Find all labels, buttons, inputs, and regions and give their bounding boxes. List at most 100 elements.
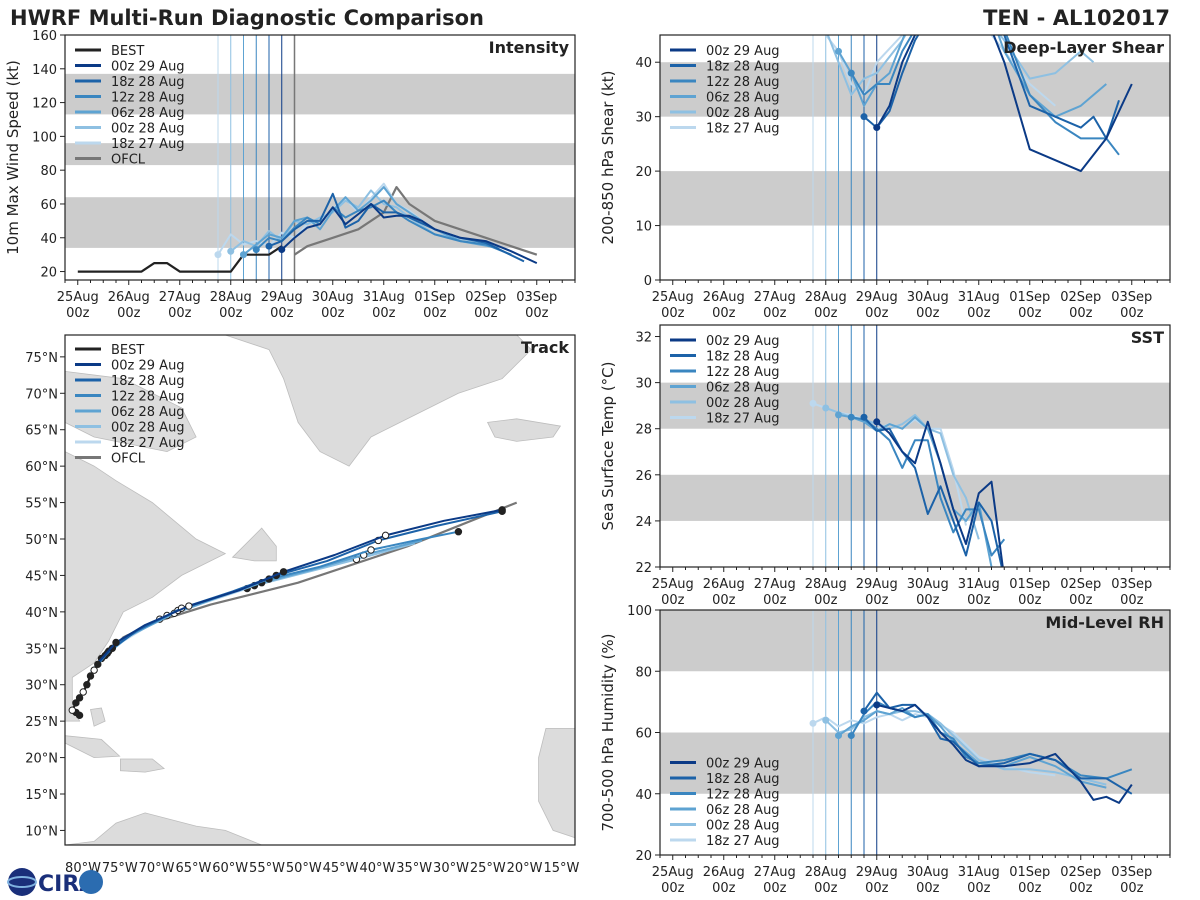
track-position-marker: [381, 531, 390, 540]
land-south-america: [65, 812, 262, 845]
x-tick-hour: 00z: [865, 306, 889, 321]
legend-label: 00z 28 Aug: [706, 106, 780, 121]
x-tick-hour: 00z: [967, 881, 991, 896]
lat-tick-label: 75°N: [25, 351, 58, 366]
track-position-marker: [185, 602, 193, 610]
y-tick-label: 0: [644, 274, 652, 289]
run-init-point-5: [810, 4, 817, 11]
x-tick-hour: 00z: [372, 306, 396, 321]
x-tick-hour: 00z: [270, 306, 294, 321]
best-line: [77, 245, 283, 273]
best-track-marker: [94, 660, 102, 669]
legend-label: 18z 27 Aug: [111, 436, 185, 451]
x-tick-date: 31Aug: [958, 577, 1000, 592]
lat-tick-label: 25°N: [25, 715, 58, 730]
legend-label: 06z 28 Aug: [706, 803, 780, 818]
x-tick-date: 29Aug: [261, 290, 303, 305]
legend-label: 18z 28 Aug: [706, 350, 780, 365]
x-tick-date: 02Sep: [1060, 290, 1101, 305]
x-tick-date: 25Aug: [652, 290, 694, 305]
lat-tick-label: 50°N: [25, 533, 58, 548]
y-tick-label: 100: [627, 604, 652, 619]
x-tick-date: 31Aug: [958, 865, 1000, 880]
x-tick-date: 31Aug: [958, 290, 1000, 305]
x-tick-hour: 00z: [661, 881, 685, 896]
run-init-point-3: [835, 47, 842, 55]
x-tick-hour: 00z: [423, 306, 447, 321]
x-tick-date: 28Aug: [805, 577, 847, 592]
run-init-point-1: [265, 242, 273, 250]
lat-tick-label: 10°N: [25, 824, 58, 839]
intensity-band: [65, 73, 575, 115]
storm-id: TEN - AL102017: [983, 6, 1170, 30]
x-tick-hour: 00z: [916, 593, 940, 608]
x-tick-date: 31Aug: [363, 290, 405, 305]
run-line-0: [875, 35, 1133, 173]
lat-tick-label: 40°N: [25, 606, 58, 621]
x-tick-hour: 00z: [1120, 593, 1144, 608]
x-tick-hour: 00z: [1018, 881, 1042, 896]
lat-tick-label: 20°N: [25, 752, 58, 767]
x-tick-hour: 00z: [865, 593, 889, 608]
legend-label: 00z 28 Aug: [111, 421, 185, 436]
run-init-point-0: [873, 418, 881, 426]
land-hispaniola: [120, 758, 166, 773]
track-position-marker: [498, 506, 506, 514]
run-line-3: [838, 413, 993, 567]
land-layer: [65, 335, 575, 845]
lat-tick-label: 45°N: [25, 569, 58, 584]
logo-swirl-icon: [79, 870, 103, 894]
track-position-marker: [367, 546, 375, 554]
intensity-ylabel: 10m Max Wind Speed (kt): [4, 60, 22, 255]
x-tick-hour: 00z: [1069, 593, 1093, 608]
run-line-2: [851, 416, 1006, 557]
run-line-1: [863, 691, 1133, 795]
x-tick-hour: 00z: [168, 306, 192, 321]
x-tick-hour: 00z: [712, 593, 736, 608]
x-tick-date: 02Sep: [465, 290, 506, 305]
lon-tick-label: 20°W: [507, 861, 543, 876]
run-init-point-3: [835, 411, 842, 419]
legend-label: OFCL: [111, 153, 146, 168]
y-tick-label: 24: [635, 515, 652, 530]
sst-band: [660, 382, 1170, 429]
land-greenland: [225, 335, 532, 467]
x-tick-date: 28Aug: [805, 865, 847, 880]
legend-label: 18z 27 Aug: [111, 137, 185, 152]
best-track-marker: [86, 672, 95, 680]
cira-logo: CIRA: [7, 868, 103, 897]
x-tick-hour: 00z: [219, 306, 243, 321]
x-tick-date: 29Aug: [856, 577, 898, 592]
legend-label: 00z 29 Aug: [111, 359, 185, 374]
x-tick-hour: 00z: [1120, 306, 1144, 321]
shear-lines: [810, 4, 1133, 173]
x-tick-date: 27Aug: [754, 865, 796, 880]
sst-panel: 22242628303225Aug00z26Aug00z27Aug00z28Au…: [599, 324, 1171, 608]
ofcl-line: [293, 186, 538, 256]
x-tick-hour: 00z: [865, 881, 889, 896]
x-tick-hour: 00z: [117, 306, 141, 321]
rh-title: Mid-Level RH: [1045, 613, 1164, 632]
track-frame: [64, 334, 576, 846]
y-tick-label: 20: [635, 165, 652, 180]
x-tick-hour: 00z: [474, 306, 498, 321]
x-tick-hour: 00z: [967, 593, 991, 608]
x-tick-date: 01Sep: [1009, 290, 1050, 305]
y-tick-label: 40: [40, 232, 57, 247]
run-init-point-2: [847, 413, 855, 421]
legend-label: 12z 28 Aug: [706, 788, 780, 803]
y-tick-label: 140: [32, 63, 57, 78]
x-tick-date: 25Aug: [652, 865, 694, 880]
run-init-point-4: [227, 247, 235, 255]
run-line-2: [850, 35, 1120, 156]
x-tick-hour: 00z: [763, 306, 787, 321]
run-line-4: [826, 35, 1095, 96]
x-tick-hour: 00z: [814, 593, 838, 608]
run-init-point-1: [860, 413, 868, 421]
y-tick-label: 32: [635, 331, 652, 346]
land-europe: [574, 480, 575, 548]
y-tick-label: 20: [40, 266, 57, 281]
y-tick-label: 80: [40, 164, 57, 179]
